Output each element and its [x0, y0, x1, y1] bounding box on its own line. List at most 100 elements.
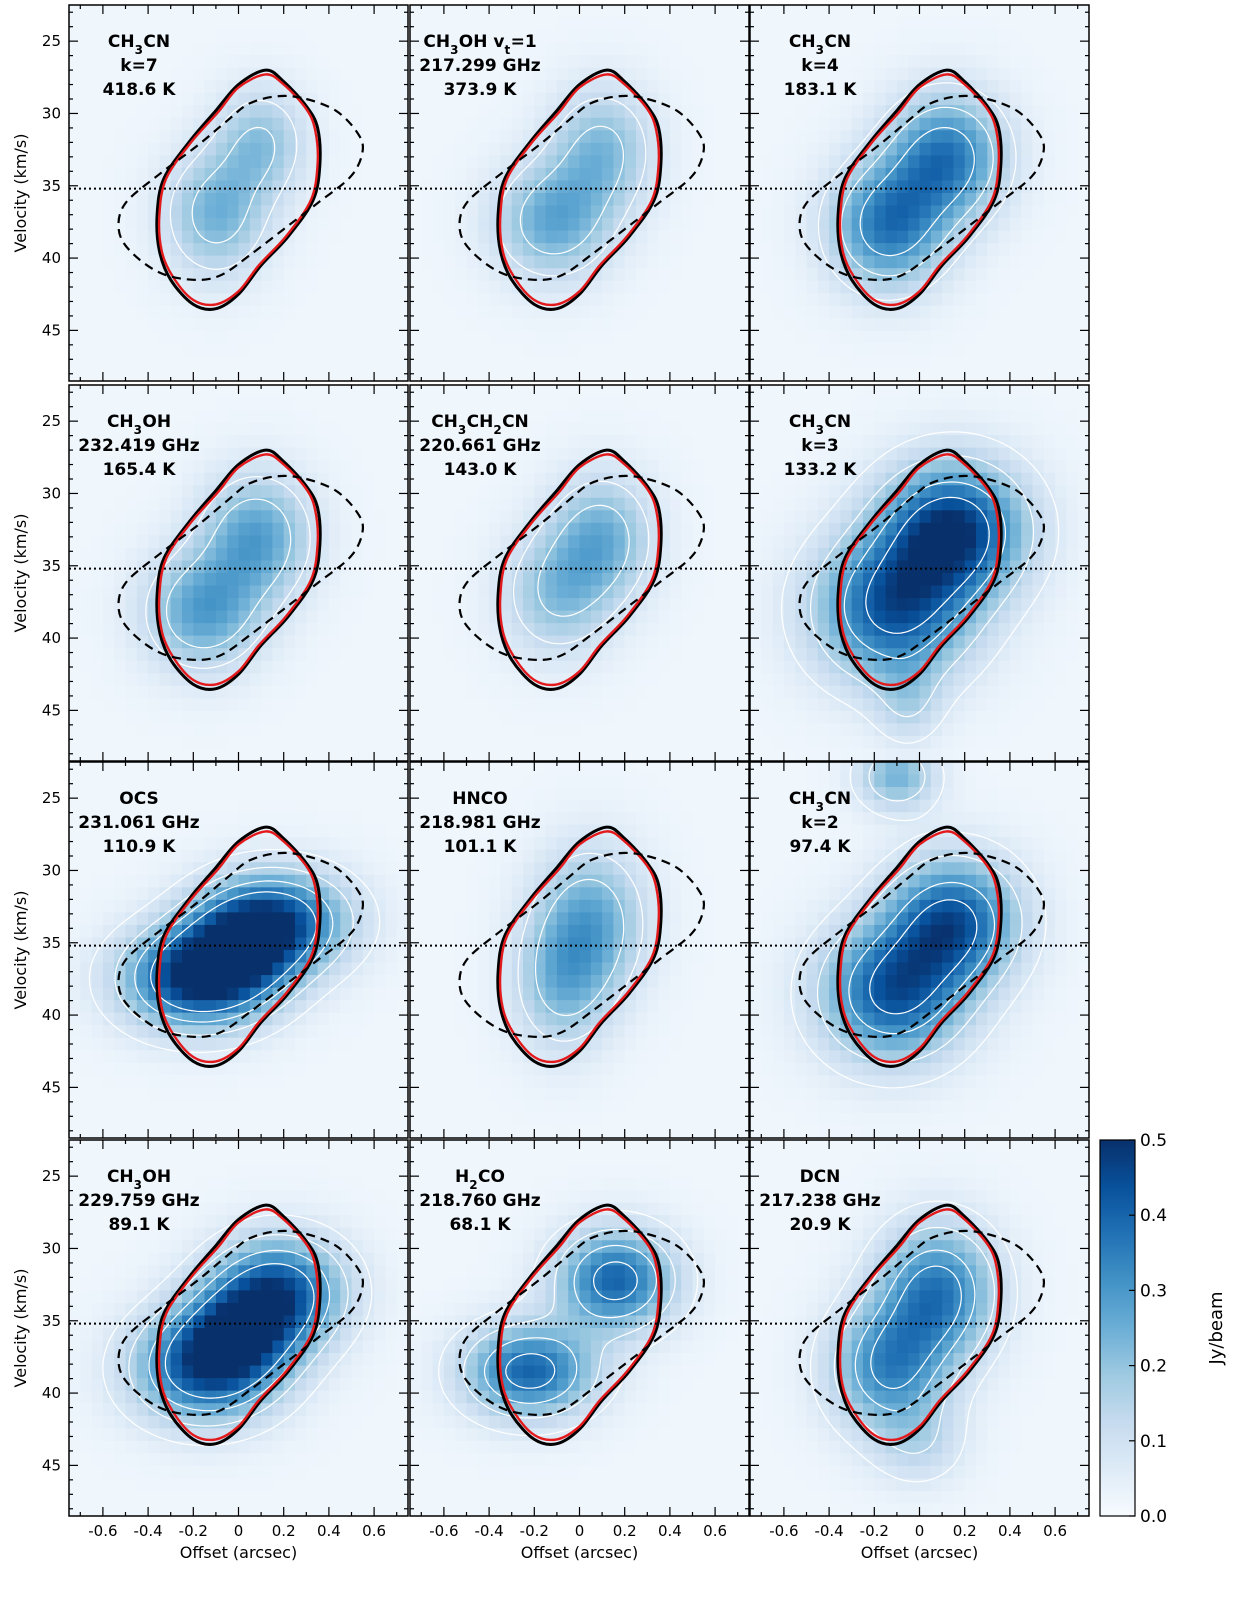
heatmap-cell [602, 243, 614, 257]
heatmap-cell [545, 497, 558, 511]
heatmap-cell [477, 142, 490, 156]
heatmap-cell [170, 368, 183, 381]
heatmap-cell [998, 105, 1011, 119]
heatmap-cell [385, 117, 398, 131]
heatmap-cell [227, 218, 240, 232]
heatmap-cell [204, 610, 217, 624]
heatmap-cell [249, 510, 262, 524]
heatmap-cell [295, 735, 307, 750]
heatmap-cell [261, 698, 273, 712]
heatmap-cell [500, 510, 513, 524]
heatmap-cell [227, 55, 240, 69]
heatmap-cell [863, 355, 875, 370]
heatmap-cell [283, 67, 296, 81]
heatmap-cell [272, 560, 285, 574]
heatmap-cell [148, 255, 160, 269]
heatmap-cell [703, 748, 716, 761]
heatmap-cell [624, 5, 637, 19]
heatmap-cell [182, 230, 194, 244]
heatmap-cell [772, 130, 785, 144]
heatmap-cell [669, 648, 682, 662]
heatmap-cell [523, 330, 535, 344]
heatmap-cell [136, 748, 149, 761]
heatmap-cell [385, 748, 398, 761]
heatmap-cell [636, 193, 648, 207]
heatmap-cell [443, 368, 456, 381]
heatmap-cell [556, 368, 569, 381]
heatmap-cell [840, 343, 853, 357]
heatmap-cell [624, 623, 637, 637]
heatmap-cell [669, 748, 682, 761]
heatmap-cell [783, 5, 796, 19]
heatmap-cell [806, 460, 819, 474]
heatmap-cell [374, 42, 386, 56]
heatmap-cell [182, 243, 194, 257]
heatmap-cell [238, 510, 251, 524]
heatmap-cell [182, 218, 194, 232]
heatmap-cell [715, 243, 727, 257]
heatmap-cell [523, 42, 535, 56]
heatmap-cell [385, 230, 398, 244]
heatmap-cell [351, 167, 364, 182]
heatmap-cell [568, 535, 581, 549]
model-curve-red [838, 73, 1001, 307]
heatmap-cell [193, 17, 206, 31]
heatmap-cell [283, 30, 296, 44]
heatmap-cell [964, 30, 977, 44]
heatmap-cell [125, 55, 138, 69]
heatmap-cell [215, 293, 228, 307]
heatmap-cell [443, 318, 456, 332]
heatmap-cell [1043, 497, 1056, 511]
heatmap-cell [1009, 167, 1022, 182]
heatmap-cell [340, 547, 353, 562]
heatmap-cell [261, 385, 273, 399]
heatmap-cell [69, 585, 81, 599]
heatmap-cell [692, 17, 705, 31]
heatmap-cell [568, 92, 581, 106]
heatmap-cell [885, 343, 898, 357]
heatmap-cell [624, 268, 637, 282]
heatmap-cell [306, 447, 319, 461]
heatmap-cell [1021, 155, 1034, 169]
heatmap-cell [851, 42, 864, 56]
heatmap-cell [272, 397, 285, 411]
heatmap-cell [942, 368, 954, 381]
heatmap-cell [351, 80, 364, 94]
model-curve-dashed [458, 474, 706, 662]
heatmap-cell [602, 685, 614, 699]
heatmap-cell [500, 723, 513, 737]
heatmap-cell [942, 218, 954, 232]
heatmap-cell [1043, 280, 1056, 294]
heatmap-cell [930, 117, 943, 131]
heatmap-cell [362, 117, 375, 131]
heatmap-cell [69, 130, 81, 144]
heatmap-cell [579, 167, 592, 182]
heatmap-cell [523, 510, 535, 524]
heatmap-cell [692, 55, 705, 69]
heatmap-cell [840, 218, 853, 232]
heatmap-cell [328, 343, 341, 357]
heatmap-cell [726, 30, 739, 44]
heatmap-cell [964, 397, 977, 411]
heatmap-cell [602, 17, 614, 31]
heatmap-cell [545, 397, 558, 411]
heatmap-cell [1055, 67, 1067, 81]
heatmap-cell [829, 230, 841, 244]
heatmap-cell [523, 497, 535, 511]
heatmap-cell [1032, 5, 1045, 19]
heatmap-cell [613, 573, 626, 587]
heatmap-cell [930, 280, 943, 294]
heatmap-cell [692, 105, 705, 119]
heatmap-cell [976, 535, 988, 549]
heatmap-cell [545, 355, 558, 370]
heatmap-cell [466, 30, 479, 44]
heatmap-cell [703, 585, 716, 599]
heatmap-cell [477, 155, 490, 169]
heatmap-cell [658, 117, 671, 131]
heatmap-cell [692, 735, 705, 750]
heatmap-cell [272, 510, 285, 524]
heatmap-cell [410, 510, 422, 524]
heatmap-cell [851, 80, 864, 94]
heatmap-cell [489, 723, 501, 737]
heatmap-cell [328, 55, 341, 69]
